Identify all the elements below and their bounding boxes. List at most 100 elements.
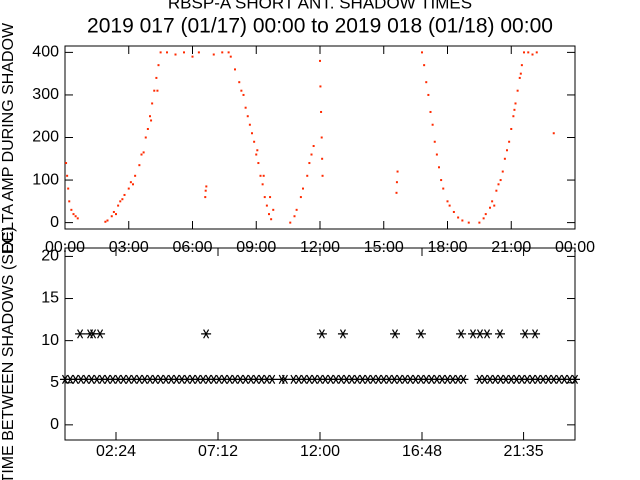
data-point <box>253 140 256 143</box>
data-point <box>442 187 445 190</box>
data-point <box>183 51 185 54</box>
data-point <box>320 110 323 113</box>
data-point <box>570 374 580 385</box>
data-point <box>132 183 134 186</box>
data-point <box>427 93 430 96</box>
data-point <box>270 218 273 221</box>
data-point <box>431 123 434 126</box>
data-point <box>157 64 160 67</box>
data-point <box>248 123 251 126</box>
data-point <box>240 89 243 92</box>
data-point <box>234 68 236 71</box>
data-point <box>457 216 460 219</box>
data-point <box>106 219 109 222</box>
data-point <box>197 51 200 54</box>
data-point <box>75 329 86 339</box>
data-point <box>123 193 126 196</box>
data-point <box>204 189 207 192</box>
data-point <box>279 374 290 385</box>
data-point <box>293 215 296 218</box>
data-point <box>144 136 147 139</box>
data-point <box>302 187 304 190</box>
data-point <box>499 179 502 182</box>
data-point <box>446 200 449 203</box>
data-point <box>159 51 162 54</box>
data-point <box>396 170 399 173</box>
data-point <box>272 208 275 211</box>
data-point <box>72 213 75 216</box>
data-point <box>67 187 70 190</box>
data-point <box>267 374 278 385</box>
y-tick-label: 400 <box>32 44 59 61</box>
data-point <box>535 51 538 54</box>
data-point <box>191 55 194 58</box>
data-point <box>395 181 398 184</box>
data-point <box>435 153 438 156</box>
data-point <box>319 59 321 62</box>
data-point <box>312 145 315 148</box>
data-point <box>438 166 440 169</box>
y-axis-label: DELTA AMP DURING SHADOW <box>0 22 17 253</box>
data-point <box>497 183 500 186</box>
data-point <box>337 329 348 339</box>
chart-title: RBSP-A SHORT ANT. SHADOW TIMES <box>168 0 472 12</box>
data-point <box>518 76 521 79</box>
data-point <box>74 215 77 218</box>
data-point <box>244 106 247 109</box>
data-point <box>261 183 264 186</box>
data-point <box>251 132 253 135</box>
data-point <box>255 153 258 156</box>
data-point <box>68 200 71 203</box>
data-point <box>150 119 153 122</box>
data-point <box>155 76 158 79</box>
data-point <box>149 115 151 118</box>
data-point <box>423 64 426 67</box>
data-point <box>310 153 313 156</box>
data-point <box>70 208 73 211</box>
data-point <box>491 200 494 203</box>
data-point <box>520 64 523 67</box>
data-point <box>119 200 122 203</box>
data-point <box>146 127 149 130</box>
data-point <box>452 210 455 213</box>
x-tick-label: 12:00 <box>300 443 340 460</box>
data-point <box>138 164 141 167</box>
data-point <box>478 221 481 224</box>
data-point <box>527 51 530 54</box>
data-point <box>484 213 487 216</box>
data-point <box>66 174 69 177</box>
data-point <box>320 136 323 139</box>
data-point <box>262 174 265 177</box>
data-point <box>263 196 266 199</box>
data-point <box>256 149 259 152</box>
data-point <box>156 89 159 92</box>
data-point <box>110 215 113 218</box>
data-point <box>153 89 156 92</box>
data-point <box>319 85 322 88</box>
data-point <box>421 51 423 54</box>
data-point <box>512 115 515 118</box>
y-axis-label: TIME BETWEEN SHADOWS (SEC) <box>0 227 17 480</box>
data-point <box>174 53 177 56</box>
data-point <box>246 115 249 118</box>
data-point <box>390 329 401 339</box>
data-point <box>242 93 245 96</box>
data-point <box>238 81 241 84</box>
data-point <box>482 217 485 220</box>
data-point <box>268 213 270 216</box>
data-point <box>142 151 145 154</box>
data-point <box>494 329 505 339</box>
data-point <box>151 102 154 105</box>
data-point <box>265 204 268 207</box>
data-point <box>306 174 309 177</box>
data-point <box>508 140 511 143</box>
data-point <box>204 196 207 199</box>
data-point <box>433 140 436 143</box>
data-point <box>493 204 496 207</box>
data-point <box>299 196 302 199</box>
data-point <box>166 51 168 54</box>
data-point <box>510 127 513 130</box>
data-point <box>489 206 491 209</box>
data-point <box>425 81 428 84</box>
